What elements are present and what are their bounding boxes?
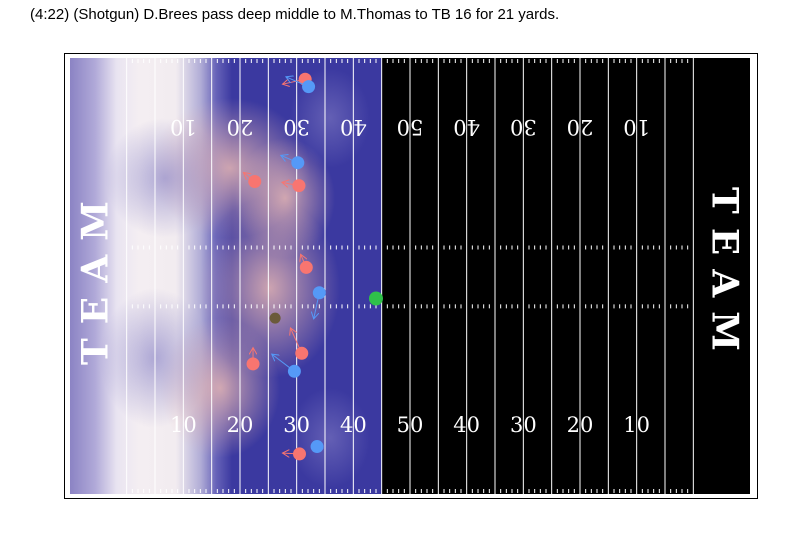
defense-player-marker [312,286,326,300]
yard-number-bottom: 40 [340,413,367,437]
yard-number-top: 10 [623,115,650,139]
offense-player-marker [248,175,262,189]
endzone-label-right: TEAM [704,187,746,365]
offense-player-marker [299,260,313,274]
defense-player-marker [302,80,316,94]
defense-player-marker [310,440,324,454]
yard-number-bottom: 10 [623,413,650,437]
hash-marks [131,59,689,493]
yard-number-top: 40 [453,115,480,139]
yard-number-top: 20 [227,115,254,139]
play-description: (4:22) (Shotgun) D.Brees pass deep middl… [30,6,560,23]
endzone-labels: TEAM TEAM [74,187,745,365]
yard-number-bottom: 20 [227,413,254,437]
endzone-label-left: TEAM [74,187,116,365]
yard-number-top: 50 [397,115,424,139]
yard-number-bottom: 30 [510,413,537,437]
yard-number-top: 30 [283,115,310,139]
density-warm-region [235,138,335,258]
yard-number-bottom: 30 [283,413,310,437]
yard-number-bottom: 50 [397,413,424,437]
density-cool-region [105,118,225,238]
yard-number-top: 20 [567,115,594,139]
offense-player-marker [295,346,309,360]
qb-marker [269,312,281,324]
yard-number-bottom: 20 [567,413,594,437]
density-cool-region [290,68,370,168]
density-cool-region [290,388,370,488]
offense-player-marker [246,357,260,371]
yard-number-top: 40 [340,115,367,139]
yard-lines [126,58,694,494]
ball-marker [369,291,383,306]
yard-number-top: 30 [510,115,537,139]
defense-player-marker [287,364,301,378]
player-markers [243,72,383,461]
football-field-chart: 10 20 30 40 50 40 30 20 10 10 20 30 40 50 40 30 20 10 TE… [70,58,750,494]
offense-player-marker [293,447,306,461]
defense-player-marker [291,156,305,170]
offense-player-marker [292,179,306,193]
yard-number-bottom: 10 [170,413,197,437]
yard-number-bottom: 40 [453,413,480,437]
density-heatmap [100,68,370,488]
yard-number-top: 10 [170,115,197,139]
yard-numbers-top: 10 20 30 40 50 40 30 20 10 [170,115,650,139]
yard-numbers-bottom: 10 20 30 40 50 40 30 20 10 [170,413,650,437]
